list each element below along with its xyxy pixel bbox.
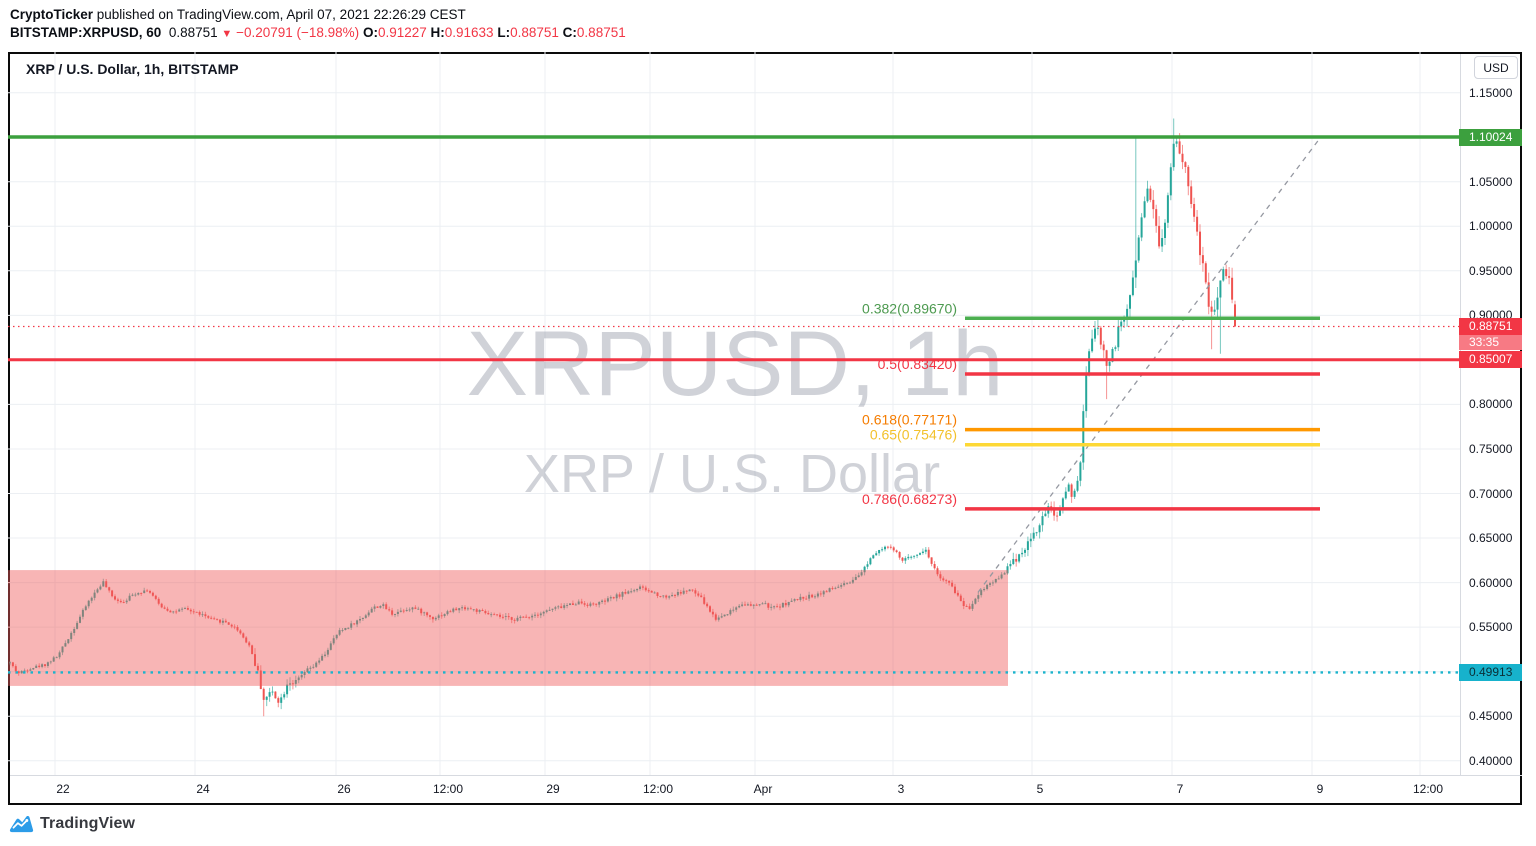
fib-label-0.786: 0.786(0.68273) (862, 491, 957, 507)
price-label-countdown: 33:35 (1459, 335, 1522, 350)
price-tick: 1.00000 (1469, 219, 1513, 233)
fib-label-0.65: 0.65(0.75476) (870, 427, 957, 443)
price-label-support: 0.85007 (1459, 351, 1522, 368)
low-label: L: (497, 25, 511, 40)
time-tick-24: 24 (196, 782, 210, 796)
trendline[interactable] (977, 137, 1321, 593)
time-tick-12:00: 12:00 (432, 782, 464, 796)
attribution-author: CryptoTicker (10, 7, 94, 22)
symbol-interval: 60 (146, 25, 162, 40)
svg-text:XRPUSD, 1h: XRPUSD, 1h (467, 313, 1004, 415)
time-tick-3: 3 (897, 782, 905, 796)
price-tick: 1.05000 (1469, 175, 1513, 189)
fib-label-0.382: 0.382(0.89670) (862, 300, 957, 316)
price-change: −0.20791 (−18.98%) (236, 25, 360, 40)
time-tick-5: 5 (1036, 782, 1044, 796)
price-tick: 0.65000 (1469, 531, 1513, 545)
chart-title: XRP / U.S. Dollar, 1h, BITSTAMP (26, 61, 239, 77)
svg-text:XRP / U.S. Dollar: XRP / U.S. Dollar (524, 444, 940, 504)
time-tick-29: 29 (546, 782, 560, 796)
close-label: C: (562, 25, 577, 40)
low-value: 0.88751 (510, 25, 559, 40)
candlestick-series (9, 118, 1236, 717)
price-label-resistance: 1.10024 (1459, 129, 1522, 146)
price-tick: 0.60000 (1469, 576, 1513, 590)
price-tick: 0.80000 (1469, 397, 1513, 411)
tradingview-logo-text: TradingView (40, 815, 136, 832)
time-tick-Apr: Apr (753, 782, 773, 796)
time-tick-12:00: 12:00 (1412, 782, 1444, 796)
price-tick: 0.55000 (1469, 620, 1513, 634)
price-tick: 0.40000 (1469, 754, 1513, 768)
attribution-text: published on TradingView.com, April 07, … (93, 7, 466, 22)
time-axis-separator (10, 775, 1522, 776)
time-tick-12:00: 12:00 (642, 782, 674, 796)
fib-label-0.618: 0.618(0.77171) (862, 412, 957, 428)
high-label: H: (430, 25, 445, 40)
attribution-line: CryptoTicker published on TradingView.co… (10, 7, 466, 22)
time-tick-9: 9 (1316, 782, 1324, 796)
open-value: 0.91227 (377, 25, 427, 40)
symbol-name: BITSTAMP:XRPUSD, (10, 25, 143, 40)
symbol-ohlc-line: BITSTAMP:XRPUSD, 60 0.88751 ▼ −0.20791 (… (10, 25, 626, 40)
price-label-low-level: 0.49913 (1459, 664, 1522, 681)
time-tick-26: 26 (337, 782, 351, 796)
price-label-last: 0.88751 (1459, 318, 1522, 335)
tradingview-logo[interactable]: TradingView (9, 815, 135, 833)
time-tick-22: 22 (56, 782, 70, 796)
watermark: XRPUSD, 1h XRP / U.S. Dollar (467, 313, 1004, 504)
price-tick: 0.75000 (1469, 442, 1513, 456)
last-price-value: 0.88751 (168, 25, 218, 40)
price-tick: 0.70000 (1469, 487, 1513, 501)
highlight-zone (8, 570, 1008, 686)
open-label: O: (362, 25, 378, 40)
tradingview-logo-icon (9, 815, 34, 832)
down-arrow-icon: ▼ (221, 28, 233, 40)
time-tick-7: 7 (1176, 782, 1184, 796)
price-tick: 0.95000 (1469, 264, 1513, 278)
price-tick: 1.15000 (1469, 86, 1513, 100)
price-tick: 0.45000 (1469, 709, 1513, 723)
close-value: 0.88751 (576, 25, 626, 40)
price-axis-separator (1460, 54, 1461, 775)
high-value: 0.91633 (444, 25, 494, 40)
fib-retracement[interactable]: 0.382(0.89670) 0.5(0.83420) 0.618(0.77171)… (862, 300, 1320, 511)
fib-label-0.5: 0.5(0.83420) (878, 356, 957, 372)
currency-toggle-button[interactable]: USD (1474, 56, 1518, 79)
